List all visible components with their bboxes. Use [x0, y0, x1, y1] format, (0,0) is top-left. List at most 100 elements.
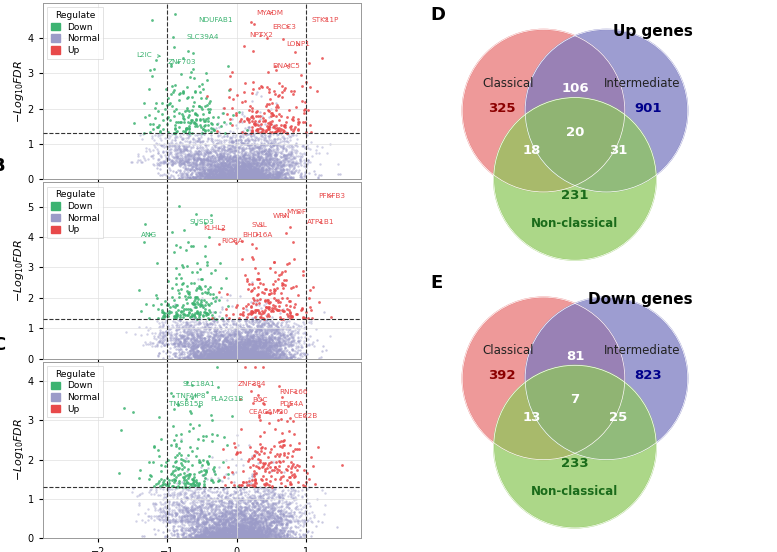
- Point: [260, 352, 272, 361]
- Point: [218, 524, 231, 533]
- Point: [259, 350, 271, 359]
- Point: [179, 291, 192, 300]
- Point: [225, 346, 237, 355]
- Point: [246, 240, 259, 248]
- Point: [237, 307, 249, 316]
- Point: [242, 354, 255, 363]
- Point: [184, 518, 197, 527]
- Point: [258, 174, 270, 183]
- Point: [148, 490, 160, 499]
- Point: [197, 432, 209, 440]
- Point: [196, 160, 208, 168]
- Point: [206, 526, 218, 534]
- Point: [246, 354, 259, 363]
- Point: [262, 510, 274, 519]
- Point: [256, 354, 268, 363]
- Point: [246, 354, 259, 363]
- Point: [277, 152, 289, 161]
- Point: [159, 516, 172, 525]
- Point: [156, 331, 169, 340]
- Point: [260, 351, 272, 360]
- Point: [224, 173, 236, 182]
- Point: [154, 491, 166, 500]
- Point: [231, 173, 243, 182]
- Point: [287, 533, 300, 542]
- Text: CEACAM20: CEACAM20: [249, 409, 289, 415]
- Point: [251, 160, 263, 168]
- Point: [259, 174, 271, 183]
- Point: [228, 158, 240, 167]
- Point: [298, 339, 310, 348]
- Point: [235, 127, 248, 136]
- Point: [168, 141, 180, 150]
- Point: [211, 484, 224, 492]
- Point: [169, 300, 181, 309]
- Point: [196, 170, 208, 179]
- Point: [193, 164, 205, 173]
- Point: [250, 461, 263, 470]
- Point: [199, 353, 211, 362]
- Point: [247, 530, 260, 539]
- Point: [283, 333, 295, 342]
- Point: [287, 513, 299, 522]
- Point: [285, 342, 298, 351]
- Point: [230, 483, 242, 492]
- Point: [280, 173, 293, 182]
- Point: [219, 160, 232, 169]
- Point: [188, 327, 200, 336]
- Point: [207, 137, 220, 146]
- Point: [215, 174, 228, 183]
- Point: [239, 167, 252, 176]
- Point: [253, 173, 265, 182]
- Point: [207, 530, 220, 539]
- Point: [152, 514, 165, 523]
- Point: [200, 528, 213, 537]
- Point: [208, 352, 221, 361]
- Point: [218, 517, 230, 526]
- Point: [290, 159, 302, 168]
- Point: [238, 343, 250, 352]
- Point: [284, 327, 297, 336]
- Point: [203, 323, 215, 332]
- Point: [303, 499, 315, 508]
- Point: [232, 519, 244, 528]
- Point: [288, 493, 301, 502]
- Point: [232, 335, 245, 343]
- Point: [213, 158, 225, 167]
- Point: [126, 157, 138, 166]
- Point: [199, 342, 211, 351]
- Point: [249, 494, 262, 503]
- Point: [211, 171, 223, 179]
- Point: [245, 172, 257, 181]
- Point: [163, 134, 176, 142]
- Point: [216, 173, 228, 182]
- Point: [233, 506, 246, 515]
- Point: [174, 337, 186, 346]
- Point: [210, 343, 222, 352]
- Point: [233, 159, 246, 168]
- Point: [198, 166, 211, 175]
- Point: [271, 492, 284, 501]
- Point: [270, 158, 282, 167]
- Point: [215, 345, 228, 354]
- Point: [249, 529, 262, 538]
- Point: [249, 533, 261, 542]
- Point: [247, 527, 260, 536]
- Point: [294, 351, 307, 359]
- Point: [246, 525, 259, 534]
- Point: [300, 511, 312, 519]
- Point: [277, 529, 289, 538]
- Point: [219, 503, 232, 512]
- Point: [280, 464, 292, 473]
- Point: [261, 354, 274, 363]
- Point: [284, 333, 297, 342]
- Point: [238, 532, 250, 540]
- Point: [211, 519, 223, 528]
- Point: [227, 353, 239, 362]
- Point: [291, 333, 304, 342]
- Point: [159, 153, 172, 162]
- Point: [237, 531, 249, 540]
- Point: [227, 325, 239, 334]
- Point: [200, 347, 212, 355]
- Point: [304, 286, 316, 295]
